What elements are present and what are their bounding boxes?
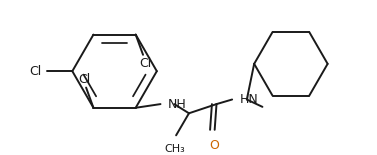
- Text: Cl: Cl: [139, 57, 151, 70]
- Text: Cl: Cl: [78, 73, 90, 86]
- Text: CH₃: CH₃: [165, 144, 185, 154]
- Text: Cl: Cl: [29, 65, 42, 78]
- Text: HN: HN: [239, 93, 258, 106]
- Text: O: O: [210, 139, 220, 152]
- Text: NH: NH: [168, 98, 187, 111]
